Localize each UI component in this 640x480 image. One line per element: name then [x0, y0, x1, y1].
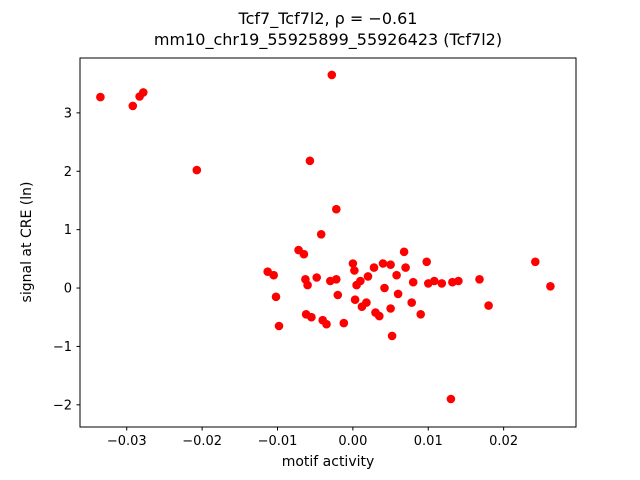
- data-point: [348, 259, 358, 268]
- data-point: [531, 257, 540, 267]
- data-point: [312, 273, 322, 282]
- data-point: [350, 266, 359, 275]
- data-point: [422, 257, 432, 267]
- data-point: [430, 276, 439, 286]
- x-tick-label: −0.01: [258, 434, 298, 449]
- data-point: [332, 204, 341, 214]
- y-tick-label: −2: [53, 398, 72, 413]
- data-point: [356, 276, 365, 286]
- x-tick-label: −0.02: [182, 434, 222, 449]
- data-point: [316, 230, 326, 239]
- data-point: [386, 260, 395, 270]
- data-point: [484, 301, 493, 310]
- data-point: [322, 319, 331, 329]
- y-tick-label: 2: [64, 165, 72, 180]
- data-point: [350, 295, 360, 305]
- data-point: [274, 321, 284, 331]
- x-axis-label: motif activity: [281, 454, 375, 470]
- data-point: [387, 331, 397, 341]
- x-tick-label: 0.01: [414, 434, 443, 449]
- y-tick-label: 3: [64, 106, 72, 121]
- data-point: [386, 304, 395, 313]
- data-point: [380, 283, 389, 293]
- data-point: [446, 394, 456, 404]
- y-tick-label: 1: [64, 223, 72, 238]
- data-point: [269, 270, 279, 280]
- data-point: [305, 156, 315, 166]
- y-tick-label: −1: [53, 340, 72, 355]
- data-point: [546, 282, 555, 291]
- data-point: [128, 101, 138, 111]
- data-point: [407, 298, 417, 307]
- data-point: [378, 259, 388, 268]
- chart-subtitle: mm10_chr19_55925899_55926423 (Tcf7l2): [153, 30, 503, 49]
- data-point: [363, 272, 373, 281]
- x-tick-label: −0.03: [107, 434, 147, 449]
- data-point: [475, 275, 484, 284]
- data-point: [416, 310, 426, 319]
- data-point: [333, 290, 343, 300]
- data-point: [454, 276, 463, 286]
- x-tick-label: 0.02: [489, 434, 518, 449]
- data-point: [369, 263, 379, 272]
- x-tick-label: 0.00: [338, 434, 367, 449]
- data-point: [408, 277, 418, 287]
- axes-spines: [79, 57, 577, 428]
- data-point: [303, 280, 312, 290]
- chart-title: Tcf7_Tcf7l2, ρ = −0.61: [238, 9, 418, 28]
- data-point: [299, 249, 309, 259]
- data-point: [437, 279, 447, 288]
- data-point: [96, 92, 105, 102]
- data-point: [392, 270, 401, 280]
- data-point: [139, 88, 148, 97]
- data-point: [307, 312, 316, 322]
- data-point: [399, 247, 409, 257]
- y-tick-label: 0: [64, 282, 72, 297]
- data-point: [327, 70, 337, 80]
- data-point: [339, 318, 349, 328]
- data-point: [375, 311, 384, 321]
- data-point: [192, 165, 202, 175]
- data-point: [271, 292, 281, 302]
- data-point: [393, 289, 403, 299]
- data-point: [362, 298, 371, 307]
- data-point: [401, 263, 410, 272]
- data-point: [332, 275, 341, 284]
